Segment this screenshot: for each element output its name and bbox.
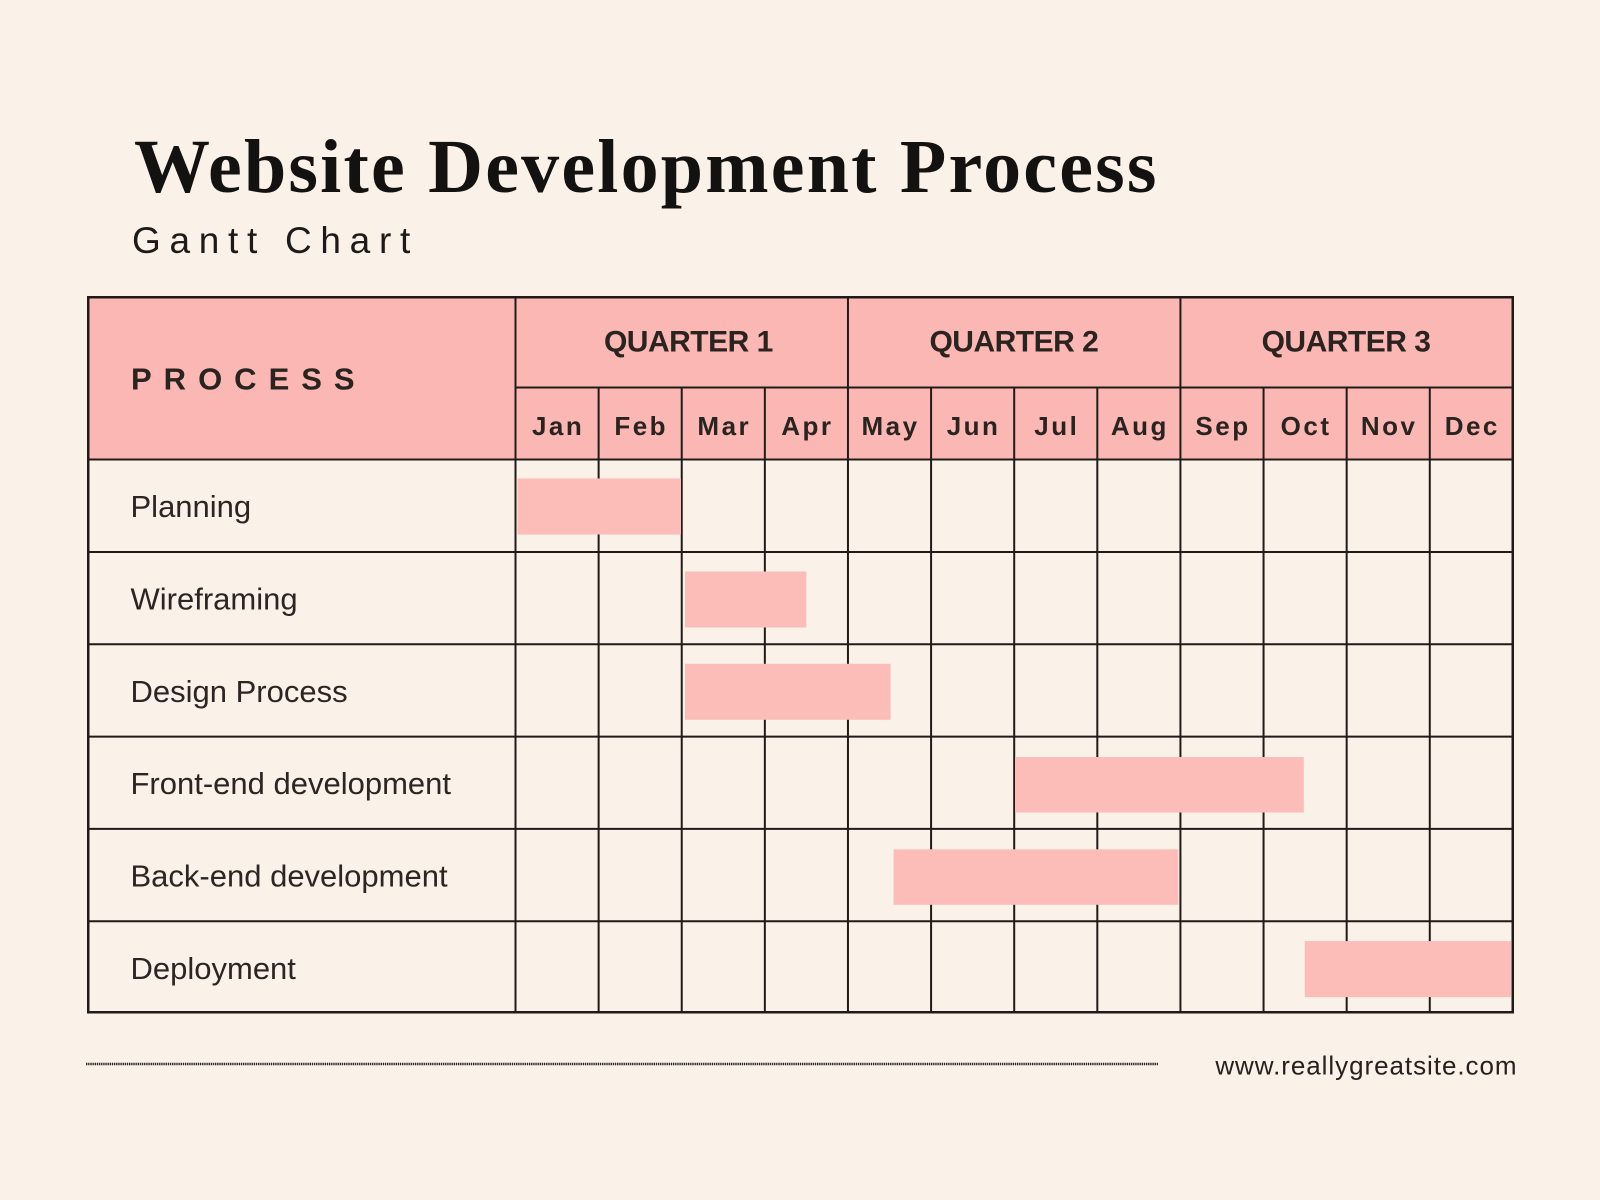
svg-text:Deployment: Deployment xyxy=(131,951,297,986)
svg-text:Dec: Dec xyxy=(1445,411,1500,441)
svg-text:Planning: Planning xyxy=(131,489,252,524)
svg-text:Mar: Mar xyxy=(697,411,751,441)
svg-text:Back-end development: Back-end development xyxy=(131,859,448,894)
svg-text:Jul: Jul xyxy=(1034,411,1079,441)
svg-text:Design Process: Design Process xyxy=(131,674,348,709)
svg-text:QUARTER 1: QUARTER 1 xyxy=(604,326,773,359)
svg-text:www.reallygreatsite.com: www.reallygreatsite.com xyxy=(1214,1051,1517,1081)
svg-text:PROCESS: PROCESS xyxy=(131,362,367,397)
svg-text:Feb: Feb xyxy=(614,411,668,441)
svg-text:Jan: Jan xyxy=(532,411,584,441)
svg-text:May: May xyxy=(861,411,919,441)
svg-text:Apr: Apr xyxy=(781,411,833,441)
svg-text:Website Development Process: Website Development Process xyxy=(134,125,1159,209)
svg-text:Nov: Nov xyxy=(1361,411,1418,441)
svg-text:QUARTER 3: QUARTER 3 xyxy=(1262,326,1431,359)
svg-text:Oct: Oct xyxy=(1281,411,1332,441)
svg-text:Jun: Jun xyxy=(947,411,1001,441)
svg-text:Wireframing: Wireframing xyxy=(131,582,298,617)
svg-text:Gantt Chart: Gantt Chart xyxy=(132,220,419,261)
svg-text:Sep: Sep xyxy=(1195,411,1250,441)
svg-text:Aug: Aug xyxy=(1111,411,1169,441)
svg-text:Front-end development: Front-end development xyxy=(131,766,452,801)
svg-text:QUARTER 2: QUARTER 2 xyxy=(929,326,1098,359)
